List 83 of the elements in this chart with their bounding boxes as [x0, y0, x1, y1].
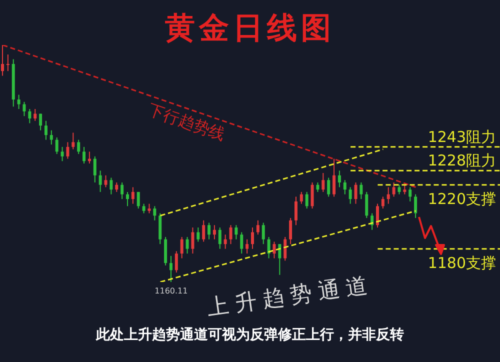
candlestick — [224, 234, 227, 250]
candlestick — [348, 186, 352, 204]
candlestick — [284, 236, 287, 262]
candlestick — [6, 54, 10, 72]
candlestick — [278, 244, 282, 276]
candlestick — [1, 45, 4, 76]
candlestick — [234, 224, 238, 240]
candlestick — [294, 196, 298, 226]
candlestick — [142, 203, 146, 214]
candlestick — [381, 196, 384, 210]
candlestick — [202, 220, 206, 242]
candlestick — [316, 182, 320, 192]
candlestick — [403, 184, 406, 195]
candlestick — [82, 146, 86, 164]
candlestick — [104, 174, 108, 188]
candlestick — [386, 186, 390, 204]
candlestick — [126, 191, 129, 207]
text: 此处上升趋势通道可视为反弹修正上行，并非反转 — [94, 326, 405, 344]
candlestick — [98, 170, 102, 192]
candlestick — [262, 222, 265, 245]
candlestick — [148, 203, 151, 214]
candlestick — [240, 232, 244, 254]
ref-line-label: 1243阻力 — [428, 128, 496, 146]
candlestick — [60, 146, 64, 162]
candlestick — [414, 194, 418, 219]
candlestick — [246, 238, 249, 254]
candlestick — [289, 218, 292, 245]
candlestick — [272, 241, 276, 259]
candlestick — [212, 224, 216, 240]
candlestick — [50, 130, 53, 146]
candlestick — [39, 113, 42, 131]
candlestick — [55, 136, 58, 155]
chart-title: 黄金日线图 — [164, 10, 336, 48]
annotation: 上升趋势通道 — [205, 272, 376, 323]
candlestick — [17, 94, 20, 110]
candlestick — [354, 182, 358, 204]
candlestick — [169, 255, 172, 282]
candlestick — [322, 172, 325, 192]
candlestick — [327, 177, 330, 198]
candlestick — [28, 108, 32, 124]
candlestick — [300, 191, 303, 204]
ref-line-label: 1228阻力 — [428, 152, 496, 170]
candlestick — [196, 226, 200, 242]
candlestick — [360, 182, 363, 200]
candlestick — [34, 108, 37, 122]
candlestick — [22, 101, 26, 117]
candlestick — [164, 236, 168, 266]
candlestick — [174, 250, 178, 274]
candlestick — [229, 224, 232, 245]
candlestick — [158, 212, 162, 245]
candlestick — [365, 191, 368, 219]
candlestick — [191, 226, 194, 254]
candlestick — [256, 220, 260, 236]
candlestick — [93, 156, 96, 183]
candlestick — [110, 177, 113, 195]
candlestick — [77, 139, 80, 155]
candlestick — [180, 236, 184, 259]
candlestick — [376, 203, 379, 228]
candlestick — [153, 206, 156, 221]
candlestick — [267, 236, 270, 259]
candlestick — [115, 182, 118, 192]
candlestick — [332, 158, 336, 198]
candlestick — [208, 222, 211, 240]
candlestick — [408, 186, 412, 202]
ref-line-label: 1220支撑 — [428, 190, 496, 208]
candlestick — [186, 236, 189, 254]
candlestick — [66, 142, 70, 160]
annotation: 1160.11 — [154, 286, 188, 296]
candlestick — [251, 226, 254, 250]
candlestick — [392, 182, 396, 198]
candlestick — [131, 186, 134, 204]
candlestick — [305, 191, 308, 210]
candlestick — [120, 182, 124, 200]
text: 下行趋势线 — [145, 100, 228, 146]
candlestick — [343, 180, 346, 195]
candlestick — [398, 184, 401, 195]
candlestick — [310, 182, 314, 210]
candlestick — [72, 132, 75, 150]
candlestick — [44, 120, 48, 140]
ref-line-label: 1180支撑 — [428, 254, 496, 272]
candlestick — [218, 226, 222, 250]
candlestick — [136, 191, 140, 210]
candlestick — [338, 170, 341, 188]
